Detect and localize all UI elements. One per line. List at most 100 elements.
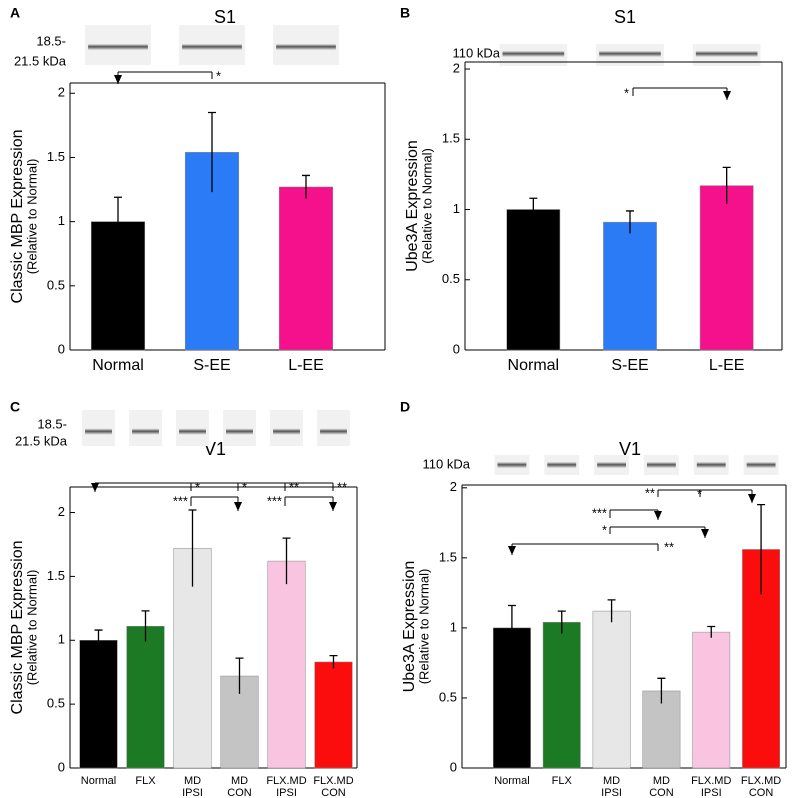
blot bbox=[223, 410, 256, 446]
x-tick-label: MD bbox=[653, 775, 670, 787]
blot-band bbox=[696, 462, 726, 468]
blot bbox=[129, 410, 162, 446]
error-bar bbox=[757, 503, 766, 595]
error-bar bbox=[707, 625, 716, 638]
y-tick-label: 0 bbox=[450, 759, 457, 774]
y-tick-label: 1 bbox=[58, 213, 65, 228]
blot-band bbox=[88, 44, 148, 50]
blot bbox=[270, 410, 303, 446]
significance-label: *** bbox=[173, 493, 188, 508]
bar bbox=[592, 610, 631, 769]
error-bar bbox=[607, 599, 616, 623]
x-tick-label: Normal bbox=[508, 357, 560, 374]
panel-title: V1 bbox=[619, 439, 641, 459]
y-axis-label: Ube3A Expression bbox=[404, 140, 421, 272]
y-axis-label: Ube3A Expression bbox=[401, 561, 418, 693]
x-tick-label: FLX bbox=[552, 775, 573, 787]
blot-band bbox=[695, 50, 758, 57]
panel-letter: C bbox=[10, 399, 20, 415]
y-tick-label: 2 bbox=[450, 479, 457, 494]
significance-label: * bbox=[216, 68, 221, 83]
error-bar bbox=[94, 629, 103, 651]
blot-band bbox=[646, 462, 676, 468]
error-bar bbox=[114, 196, 122, 247]
x-tick-label: MD bbox=[231, 775, 248, 787]
significance-label: * bbox=[242, 479, 247, 494]
x-tick-label: CON bbox=[649, 787, 674, 798]
panel-title: S1 bbox=[614, 7, 636, 27]
significance-label: ** bbox=[289, 479, 299, 494]
error-bar bbox=[282, 537, 291, 585]
blot-label: 21.5 kDa bbox=[14, 53, 67, 68]
blot-band bbox=[497, 462, 527, 468]
panel-title: S1 bbox=[214, 7, 236, 27]
x-tick-label: S-EE bbox=[193, 357, 230, 374]
x-tick-label: IPSI bbox=[182, 787, 203, 798]
arrow-head bbox=[701, 529, 709, 538]
y-tick-label: 1 bbox=[450, 619, 457, 634]
bar bbox=[314, 661, 353, 769]
y-tick-label: 1.5 bbox=[47, 149, 65, 164]
bar bbox=[699, 185, 754, 351]
significance-label: * bbox=[624, 85, 629, 100]
y-tick-label: 1 bbox=[58, 632, 65, 647]
error-bar bbox=[507, 604, 516, 651]
error-bar bbox=[557, 610, 566, 634]
bar bbox=[79, 640, 118, 769]
blot-label: 18.5- bbox=[36, 33, 66, 48]
x-tick-label: L-EE bbox=[709, 357, 745, 374]
x-tick-label: FLX bbox=[135, 775, 156, 787]
y-tick-label: 0.5 bbox=[47, 696, 65, 711]
x-tick-label: S-EE bbox=[611, 357, 648, 374]
error-bar bbox=[141, 610, 150, 642]
x-tick-label: MD bbox=[184, 775, 201, 787]
error-bar bbox=[329, 654, 338, 669]
y-tick-label: 0.5 bbox=[439, 689, 457, 704]
error-bar bbox=[529, 197, 538, 221]
x-tick-label: Normal bbox=[494, 775, 529, 787]
bar bbox=[542, 622, 581, 769]
bar bbox=[692, 631, 731, 769]
y-tick-label: 1.5 bbox=[47, 568, 65, 583]
arrow-head bbox=[329, 502, 337, 511]
blot-band bbox=[746, 462, 776, 468]
x-tick-label: IPSI bbox=[276, 787, 297, 798]
y-axis-sublabel: (Relative to Normal) bbox=[419, 148, 434, 264]
y-tick-label: 0 bbox=[58, 759, 65, 774]
panel-letter: A bbox=[10, 5, 20, 21]
blot-band bbox=[547, 462, 577, 468]
blot-band bbox=[276, 44, 336, 50]
panel: A S1 18.5- 21.5 kDa 0 0.5 1 1.5 2 Classic MBP Exp… bbox=[9, 5, 386, 374]
x-tick-label: CON bbox=[749, 787, 774, 798]
arrow-head bbox=[748, 494, 756, 503]
x-tick-label: Normal bbox=[81, 775, 116, 787]
y-tick-label: 1.5 bbox=[439, 549, 457, 564]
x-tick-label: Normal bbox=[92, 357, 144, 374]
arrow-head bbox=[508, 546, 516, 555]
bar bbox=[642, 690, 681, 769]
significance-label: *** bbox=[592, 505, 607, 520]
y-axis-label: Classic MBP Expression bbox=[9, 541, 26, 715]
y-axis-sublabel: (Relative to Normal) bbox=[24, 159, 39, 275]
blot-band bbox=[273, 428, 300, 435]
y-tick-label: 1.5 bbox=[442, 131, 460, 146]
error-bar bbox=[626, 210, 634, 234]
blot-band bbox=[85, 428, 112, 435]
blot bbox=[317, 410, 350, 446]
bar bbox=[267, 560, 306, 769]
significance-label: * bbox=[195, 479, 200, 494]
blot bbox=[176, 410, 209, 446]
panel: C V1 18.5- 21.5 kDa 0 0.5 1 1.5 2 Classic MBP Exp… bbox=[9, 399, 358, 798]
blot-band bbox=[599, 50, 661, 57]
blot bbox=[82, 410, 115, 446]
x-tick-label: CON bbox=[321, 787, 346, 798]
x-tick-label: FLX.MD bbox=[691, 775, 731, 787]
x-tick-label: L-EE bbox=[288, 357, 324, 374]
significance-label: *** bbox=[267, 493, 282, 508]
bar bbox=[492, 627, 531, 769]
y-tick-label: 2 bbox=[58, 504, 65, 519]
arrow-head bbox=[654, 511, 662, 520]
arrow-head bbox=[91, 483, 99, 492]
y-axis-sublabel: (Relative to Normal) bbox=[416, 569, 431, 685]
significance-label: ** bbox=[664, 539, 674, 554]
